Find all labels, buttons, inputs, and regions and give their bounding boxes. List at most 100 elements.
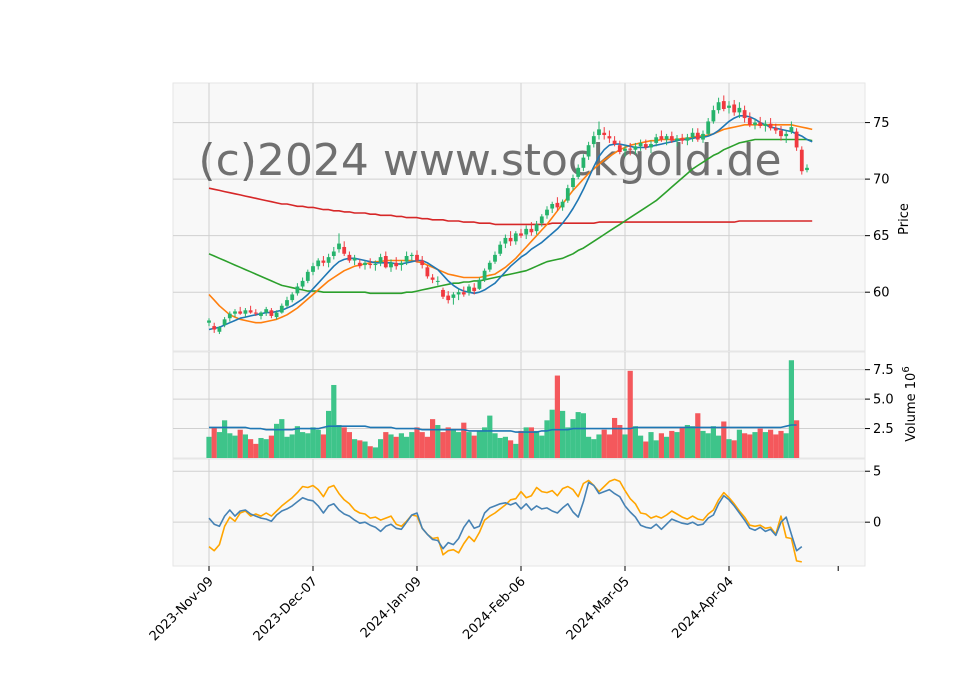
volume-bar [404, 436, 410, 458]
candle-body [451, 294, 456, 298]
volume-ytick-label: 5.0 [873, 393, 894, 408]
candle-body [373, 263, 378, 266]
candle-body [207, 320, 211, 323]
candle-body [539, 216, 544, 224]
volume-bar [445, 427, 451, 458]
volume-bar [721, 421, 727, 458]
candle-body [399, 262, 404, 266]
oscillator-line-a [208, 478, 802, 563]
volume-bar [497, 437, 503, 458]
candle-body [550, 203, 555, 209]
volume-bar [570, 419, 576, 458]
volume-bar [310, 427, 316, 458]
candle-body [669, 136, 674, 141]
candle-body [425, 267, 430, 277]
volume-bar [409, 432, 415, 458]
candle-body [763, 123, 768, 126]
volume-bar [435, 425, 441, 458]
volume-bar [700, 430, 706, 458]
volume-bar [716, 435, 722, 458]
volume-bar [450, 429, 456, 458]
volume-axis-label-group: Volume 106 [901, 366, 919, 441]
candle-body [337, 243, 341, 250]
volume-bar [268, 435, 274, 458]
candle-body [487, 262, 492, 270]
x-tick-label: 2024-Mar-05 [564, 574, 633, 643]
volume-axis-label: Volume 106 [901, 366, 919, 441]
candle-body [643, 144, 648, 148]
candle-body [617, 145, 622, 152]
oscillator-line-b [208, 481, 803, 552]
candle-body [747, 118, 752, 125]
volume-bar [315, 429, 321, 458]
volume-bar [560, 410, 566, 458]
volume-bar [424, 436, 430, 458]
candle-body [633, 146, 638, 150]
candle-body [685, 137, 690, 141]
candle-body [581, 157, 586, 168]
candle-body [311, 266, 315, 272]
oscillator-panel [172, 458, 866, 567]
candle-body [586, 145, 591, 157]
candle-body [711, 110, 716, 122]
volume-bar [346, 432, 352, 458]
volume-bar [757, 428, 763, 458]
volume-bar [580, 413, 586, 458]
price-ma-slow-line [208, 138, 813, 295]
volume-bar [440, 432, 446, 458]
candle-body [519, 233, 523, 236]
candle-body [623, 148, 627, 151]
candle-body [638, 142, 643, 147]
volume-bar [544, 420, 550, 458]
candle-body [383, 256, 388, 268]
candle-body [279, 305, 284, 313]
volume-bar [565, 427, 571, 458]
candle-body [565, 188, 570, 201]
candle-body [721, 101, 726, 110]
candle-body [628, 148, 633, 150]
volume-bar [794, 420, 800, 458]
volume-bar [664, 436, 670, 458]
volume-bar [736, 429, 742, 458]
volume-bar [684, 425, 690, 458]
volume-bar [388, 434, 394, 458]
volume-bar [482, 427, 488, 458]
volume-bar [378, 439, 384, 458]
candle-body [529, 228, 534, 233]
volume-bar [320, 434, 326, 458]
volume-axis-label-exponent: 6 [901, 366, 912, 372]
candle-body [482, 270, 487, 280]
price-ytick-label: 65 [873, 229, 890, 244]
volume-bar [596, 434, 602, 458]
candle-body [227, 313, 232, 319]
volume-bar [778, 430, 784, 458]
volume-bar [305, 433, 311, 458]
x-tick-label: 2023-Dec-07 [251, 574, 321, 644]
candle-body [378, 257, 383, 263]
volume-bar [393, 436, 399, 458]
candle-body [716, 102, 721, 111]
candle-body [768, 123, 773, 129]
candle-body [357, 262, 362, 267]
candle-body [472, 287, 477, 292]
candle-body [706, 121, 711, 134]
candle-body [794, 131, 799, 148]
candle-body [498, 244, 503, 254]
candle-body [420, 260, 425, 266]
volume-axis-label-text: Volume 10 [904, 373, 919, 442]
candle-body [285, 300, 289, 306]
candle-body [222, 319, 227, 325]
volume-bar [679, 427, 685, 458]
volume-bar [471, 435, 477, 458]
volume-bar [331, 384, 337, 458]
volume-bar [554, 375, 560, 458]
volume-ytick-label: 2.5 [873, 422, 894, 437]
candle-body [701, 133, 705, 140]
watermark-text: (c)2024 www.stockgold.de [198, 135, 781, 186]
volume-bar [622, 434, 628, 458]
candle-body [799, 149, 804, 172]
volume-bar [617, 425, 623, 458]
price-ma-fast-line [208, 115, 813, 331]
candle-body [612, 140, 617, 145]
candle-body [524, 228, 529, 235]
